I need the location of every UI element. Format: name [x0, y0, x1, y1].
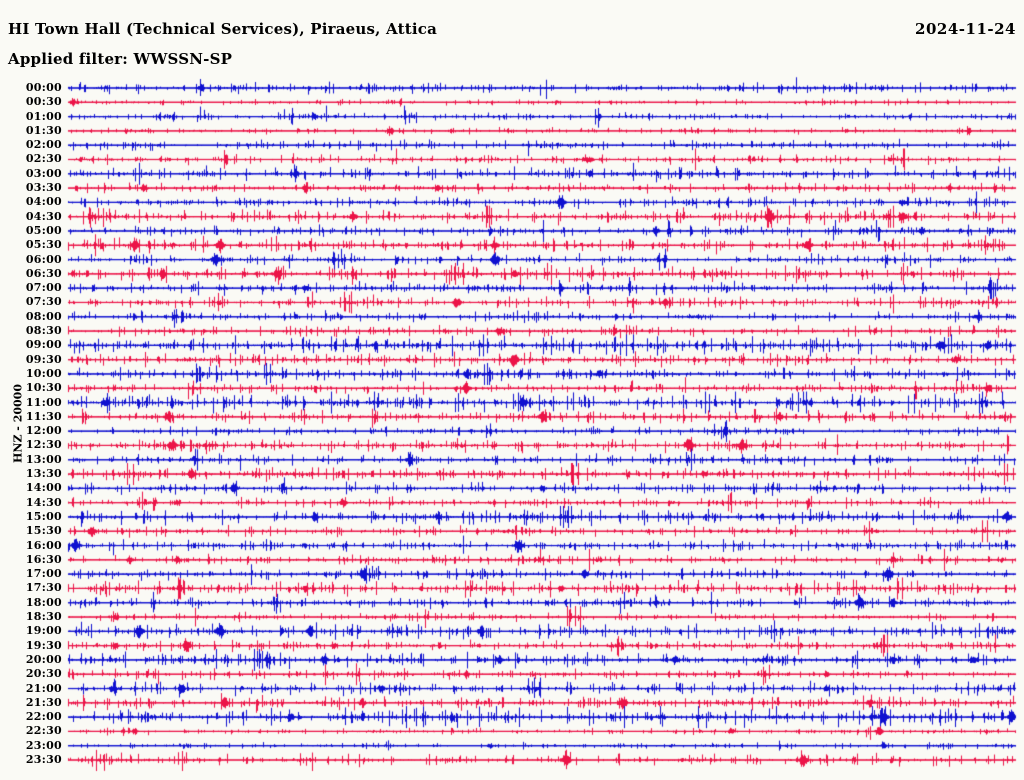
trace-time-label: 17:30	[25, 581, 62, 595]
trace-time-label: 18:30	[25, 610, 62, 624]
trace-time-label: 19:30	[25, 638, 62, 652]
trace-time-label: 04:30	[25, 209, 62, 223]
trace-time-label: 08:30	[25, 324, 62, 338]
trace-time-label: 11:00	[25, 395, 62, 409]
trace-time-label: 09:00	[25, 338, 62, 352]
trace-time-label: 15:30	[25, 524, 62, 538]
trace-time-label: 13:30	[25, 467, 62, 481]
trace-time-label: 12:30	[25, 438, 62, 452]
trace-time-label: 16:30	[25, 552, 62, 566]
trace-time-label: 14:30	[25, 495, 62, 509]
trace-time-label: 01:30	[25, 123, 62, 137]
trace-time-label: 03:00	[25, 166, 62, 180]
trace-time-label: 12:00	[25, 424, 62, 438]
trace-time-label: 22:00	[25, 710, 62, 724]
trace-time-label: 00:30	[25, 95, 62, 109]
trace-time-label: 05:00	[25, 223, 62, 237]
trace-time-label: 16:00	[25, 538, 62, 552]
trace-time-label: 00:00	[25, 81, 62, 94]
trace-time-label: 14:00	[25, 481, 62, 495]
trace-time-label: 02:00	[25, 138, 62, 152]
trace-time-label: 03:30	[25, 181, 62, 195]
trace-time-label: 21:00	[25, 681, 62, 695]
trace-time-label: 11:30	[25, 409, 62, 423]
trace-time-label: 09:30	[25, 352, 62, 366]
trace-time-label: 10:30	[25, 381, 62, 395]
trace-time-label: 23:30	[25, 753, 62, 766]
trace-time-label: 07:00	[25, 281, 62, 295]
trace-time-label: 04:00	[25, 195, 62, 209]
trace-time-label: 08:00	[25, 309, 62, 323]
trace-time-label: 20:00	[25, 652, 62, 666]
trace-time-label: 10:00	[25, 366, 62, 380]
trace-time-label: 18:00	[25, 595, 62, 609]
applied-filter-label: Applied filter: WWSSN-SP	[8, 50, 233, 68]
station-title: HI Town Hall (Technical Services), Pirae…	[8, 20, 437, 38]
trace-time-label: 20:30	[25, 667, 62, 681]
trace-time-label: 02:30	[25, 152, 62, 166]
trace-time-label: 13:00	[25, 452, 62, 466]
trace-time-label: 06:00	[25, 252, 62, 266]
record-date: 2024-11-24	[915, 20, 1016, 38]
trace-time-label: 05:30	[25, 238, 62, 252]
trace-time-label: 19:00	[25, 624, 62, 638]
trace-time-label: 21:30	[25, 695, 62, 709]
trace-time-label: 22:30	[25, 724, 62, 738]
trace-time-label: 17:00	[25, 567, 62, 581]
trace-time-label: 06:30	[25, 266, 62, 280]
trace-time-label: 15:00	[25, 509, 62, 523]
trace-time-label: 07:30	[25, 295, 62, 309]
trace-time-label: 23:00	[25, 738, 62, 752]
trace-time-label: 01:00	[25, 109, 62, 123]
